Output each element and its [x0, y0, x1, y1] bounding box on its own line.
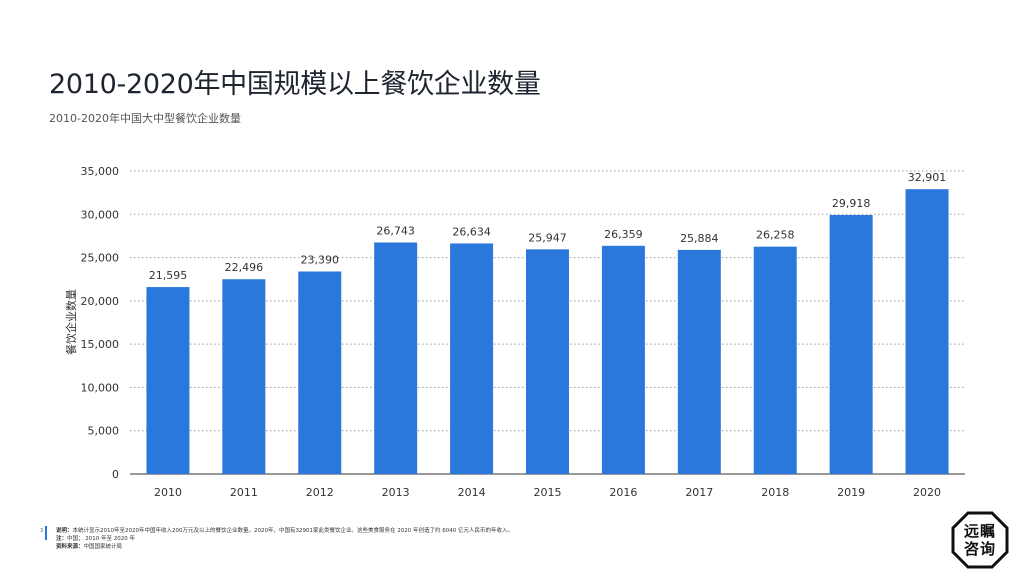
logo-line-1: 远瞩 — [963, 522, 996, 540]
bar-value-label: 23,390 — [301, 254, 340, 267]
remark-text: 中国； 2010 年至 2020 年 — [67, 536, 136, 542]
bar — [298, 271, 342, 474]
company-logo: 远瞩 咨询 — [950, 510, 1010, 570]
footer-accent-bar — [45, 526, 47, 540]
y-tick-label: 30,000 — [81, 208, 120, 221]
bar — [905, 189, 949, 475]
bar — [526, 249, 569, 474]
x-tick-label: 2015 — [534, 486, 562, 499]
y-tick-label: 35,000 — [81, 165, 120, 178]
bar-value-label: 25,884 — [680, 232, 719, 245]
bar — [374, 242, 418, 474]
y-tick-label: 5,000 — [88, 425, 120, 438]
source-label: 资料来源： — [56, 544, 84, 550]
x-tick-label: 2018 — [761, 486, 789, 499]
footer-notes: 3 说明：本统计显示2010年至2020年中国年收入200万元及以上的餐饮企业数… — [40, 520, 800, 554]
x-tick-label: 2011 — [230, 486, 258, 499]
x-tick-label: 2016 — [609, 486, 637, 499]
x-tick-label: 2014 — [458, 486, 486, 499]
bar-value-label: 26,258 — [756, 229, 795, 242]
bar — [753, 246, 797, 474]
x-tick-label: 2020 — [913, 486, 941, 499]
source-text: 中国国家统计局 — [83, 544, 123, 550]
y-tick-label: 10,000 — [81, 381, 120, 394]
x-tick-label: 2012 — [306, 486, 334, 499]
page-subtitle: 2010-2020年中国大中型餐饮企业数量 — [49, 112, 241, 125]
notes-block: 说明：本统计显示2010年至2020年中国年收入200万元及以上的餐饮企业数量。… — [56, 527, 513, 551]
page-number: 3 — [40, 528, 44, 534]
bar-value-label: 25,947 — [528, 231, 567, 244]
logo-line-2: 咨询 — [963, 540, 996, 558]
note-text: 本统计显示2010年至2020年中国年收入200万元及以上的餐饮企业数量。202… — [72, 528, 513, 534]
bar-value-label: 21,595 — [149, 269, 188, 282]
page-title: 2010-2020年中国规模以上餐饮企业数量 — [49, 69, 541, 100]
y-tick-label: 25,000 — [81, 252, 120, 265]
bar — [601, 245, 645, 474]
bar-value-label: 32,901 — [908, 171, 947, 184]
logo-octagon-icon — [951, 511, 1009, 569]
y-tick-label: 20,000 — [81, 295, 120, 308]
bar-value-label: 26,359 — [604, 228, 643, 241]
note-label: 说明： — [56, 528, 73, 534]
bar — [450, 243, 494, 474]
bar-value-label: 29,918 — [832, 197, 871, 210]
bar-value-label: 22,496 — [225, 261, 264, 274]
y-tick-label: 0 — [112, 468, 119, 481]
bar — [222, 279, 266, 474]
bar — [829, 214, 873, 474]
bar — [677, 249, 721, 474]
bar-value-label: 26,634 — [452, 225, 491, 238]
x-tick-label: 2019 — [837, 486, 865, 499]
y-tick-label: 15,000 — [81, 338, 120, 351]
bar — [146, 287, 190, 474]
bar-value-label: 26,743 — [376, 224, 415, 237]
remark-label: 注： — [56, 536, 68, 542]
x-tick-label: 2017 — [685, 486, 713, 499]
x-tick-label: 2013 — [382, 486, 410, 499]
y-axis-label: 餐饮企业数量 — [64, 289, 78, 355]
x-tick-label: 2010 — [154, 486, 182, 499]
bar-chart: 0 5,000 10,000 15,000 20,000 25,000 30,000 35,0… — [64, 165, 965, 499]
